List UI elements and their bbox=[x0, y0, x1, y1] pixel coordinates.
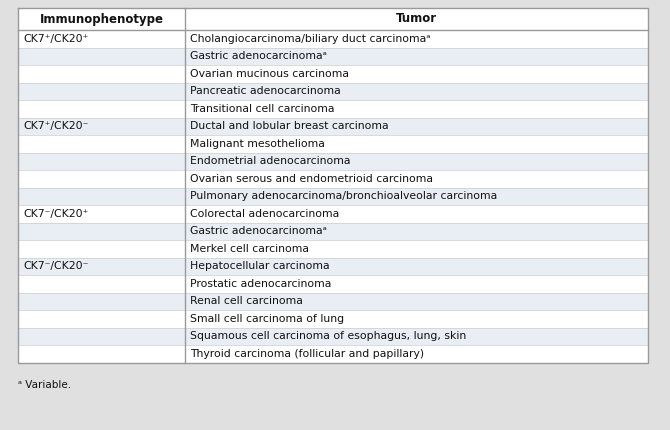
Bar bbox=[18, 8, 648, 362]
Text: CK7⁻/CK20⁺: CK7⁻/CK20⁺ bbox=[23, 209, 88, 219]
Bar bbox=[18, 222, 648, 240]
Text: Renal cell carcinoma: Renal cell carcinoma bbox=[190, 296, 303, 306]
Text: Small cell carcinoma of lung: Small cell carcinoma of lung bbox=[190, 314, 344, 324]
Text: Cholangiocarcinoma/biliary duct carcinomaᵃ: Cholangiocarcinoma/biliary duct carcinom… bbox=[190, 34, 430, 44]
Text: Pulmonary adenocarcinoma/bronchioalveolar carcinoma: Pulmonary adenocarcinoma/bronchioalveola… bbox=[190, 191, 497, 201]
Bar bbox=[18, 292, 648, 310]
Text: CK7⁻/CK20⁻: CK7⁻/CK20⁻ bbox=[23, 261, 88, 271]
Text: Endometrial adenocarcinoma: Endometrial adenocarcinoma bbox=[190, 156, 350, 166]
Text: Ductal and lobular breast carcinoma: Ductal and lobular breast carcinoma bbox=[190, 121, 389, 131]
Bar bbox=[18, 258, 648, 275]
Bar bbox=[18, 47, 648, 65]
Text: Colorectal adenocarcinoma: Colorectal adenocarcinoma bbox=[190, 209, 339, 219]
Text: Malignant mesothelioma: Malignant mesothelioma bbox=[190, 139, 325, 149]
Text: Hepatocellular carcinoma: Hepatocellular carcinoma bbox=[190, 261, 330, 271]
Text: Merkel cell carcinoma: Merkel cell carcinoma bbox=[190, 244, 309, 254]
Text: Thyroid carcinoma (follicular and papillary): Thyroid carcinoma (follicular and papill… bbox=[190, 349, 424, 359]
Bar bbox=[18, 83, 648, 100]
Text: Pancreatic adenocarcinoma: Pancreatic adenocarcinoma bbox=[190, 86, 341, 96]
Text: Squamous cell carcinoma of esophagus, lung, skin: Squamous cell carcinoma of esophagus, lu… bbox=[190, 331, 466, 341]
Text: Tumor: Tumor bbox=[396, 12, 437, 25]
Text: CK7⁺/CK20⁻: CK7⁺/CK20⁻ bbox=[23, 121, 88, 131]
Text: CK7⁺/CK20⁺: CK7⁺/CK20⁺ bbox=[23, 34, 88, 44]
Text: Gastric adenocarcinomaᵃ: Gastric adenocarcinomaᵃ bbox=[190, 51, 327, 61]
Text: Prostatic adenocarcinoma: Prostatic adenocarcinoma bbox=[190, 279, 332, 289]
Text: Ovarian mucinous carcinoma: Ovarian mucinous carcinoma bbox=[190, 69, 349, 79]
Bar bbox=[18, 117, 648, 135]
Text: ᵃ Variable.: ᵃ Variable. bbox=[18, 381, 71, 390]
Text: Immunophenotype: Immunophenotype bbox=[40, 12, 163, 25]
Text: Ovarian serous and endometrioid carcinoma: Ovarian serous and endometrioid carcinom… bbox=[190, 174, 433, 184]
Text: Transitional cell carcinoma: Transitional cell carcinoma bbox=[190, 104, 334, 114]
Text: Gastric adenocarcinomaᵃ: Gastric adenocarcinomaᵃ bbox=[190, 226, 327, 236]
Bar bbox=[18, 187, 648, 205]
Bar bbox=[18, 153, 648, 170]
Bar bbox=[18, 328, 648, 345]
Bar bbox=[18, 8, 648, 30]
